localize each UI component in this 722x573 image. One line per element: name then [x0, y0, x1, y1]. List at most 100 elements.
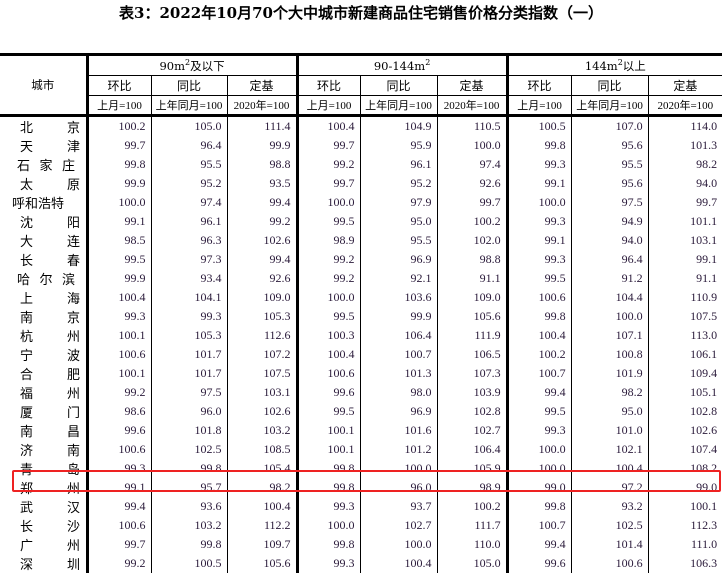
index-value: 113.0 [648, 326, 722, 345]
index-value: 105.6 [437, 307, 507, 326]
index-value: 100.0 [87, 193, 151, 212]
index-value: 93.6 [151, 497, 227, 516]
metric-header: 环比 [87, 76, 151, 96]
index-value: 105.3 [227, 307, 297, 326]
index-value: 91.1 [648, 269, 722, 288]
index-value: 106.1 [648, 345, 722, 364]
index-value: 99.8 [507, 497, 571, 516]
index-value: 100.1 [297, 421, 360, 440]
city-label: 南昌 [20, 421, 80, 440]
city-name: 太原 [0, 174, 87, 193]
index-value: 99.8 [151, 535, 227, 554]
index-value: 105.0 [151, 116, 227, 137]
index-value: 101.8 [151, 421, 227, 440]
index-value: 102.7 [437, 421, 507, 440]
index-value: 99.8 [151, 459, 227, 478]
index-value: 107.3 [437, 364, 507, 383]
index-value: 99.1 [87, 212, 151, 231]
index-value: 93.4 [151, 269, 227, 288]
index-value: 98.9 [297, 231, 360, 250]
index-value: 96.0 [360, 478, 437, 497]
index-value: 100.5 [507, 116, 571, 137]
index-value: 99.4 [507, 383, 571, 402]
index-value: 101.0 [571, 421, 648, 440]
index-value: 100.1 [297, 440, 360, 459]
index-value: 97.4 [437, 155, 507, 174]
city-label: 南京 [20, 307, 80, 326]
index-value: 101.4 [571, 535, 648, 554]
group-suffix: 及以下 [190, 59, 225, 73]
index-value: 100.0 [297, 193, 360, 212]
index-value: 100.2 [87, 116, 151, 137]
city-name: 南昌 [0, 421, 87, 440]
index-value: 99.9 [87, 174, 151, 193]
index-value: 109.4 [648, 364, 722, 383]
city-label: 长沙 [20, 516, 80, 535]
index-value: 99.3 [507, 421, 571, 440]
index-value: 99.8 [87, 155, 151, 174]
index-value: 100.1 [87, 326, 151, 345]
index-value: 99.8 [507, 136, 571, 155]
index-value: 99.7 [87, 535, 151, 554]
index-value: 99.5 [507, 402, 571, 421]
index-value: 95.5 [360, 231, 437, 250]
index-value: 95.6 [571, 136, 648, 155]
index-value: 91.1 [437, 269, 507, 288]
index-value: 97.2 [571, 478, 648, 497]
index-value: 100.4 [297, 345, 360, 364]
city-name: 大连 [0, 231, 87, 250]
index-value: 99.4 [507, 535, 571, 554]
index-value: 107.2 [227, 345, 297, 364]
index-value: 96.3 [151, 231, 227, 250]
city-label: 郑州 [20, 478, 80, 497]
city-label: 青岛 [20, 459, 80, 478]
index-value: 100.0 [571, 307, 648, 326]
index-value: 103.1 [227, 383, 297, 402]
index-value: 97.5 [151, 383, 227, 402]
index-value: 114.0 [648, 116, 722, 137]
city-label: 深圳 [20, 554, 80, 573]
index-value: 100.1 [87, 364, 151, 383]
index-value: 99.5 [87, 250, 151, 269]
base-header: 上年同月=100 [571, 96, 648, 116]
index-value: 101.9 [571, 364, 648, 383]
group-sup: 2 [425, 58, 430, 67]
index-value: 100.6 [297, 364, 360, 383]
base-header: 2020年=100 [437, 96, 507, 116]
index-value: 99.5 [297, 402, 360, 421]
index-value: 105.3 [151, 326, 227, 345]
index-value: 106.5 [437, 345, 507, 364]
index-value: 103.6 [360, 288, 437, 307]
index-value: 95.5 [151, 155, 227, 174]
index-value: 99.2 [297, 250, 360, 269]
index-value: 104.1 [151, 288, 227, 307]
index-value: 100.6 [571, 554, 648, 573]
index-value: 97.4 [151, 193, 227, 212]
city-label: 宁波 [20, 345, 80, 364]
index-value: 99.7 [87, 136, 151, 155]
index-value: 93.7 [360, 497, 437, 516]
index-value: 103.1 [648, 231, 722, 250]
index-value: 100.8 [571, 345, 648, 364]
city-name: 哈尔滨 [0, 269, 87, 288]
city-name: 杭州 [0, 326, 87, 345]
index-value: 99.2 [297, 269, 360, 288]
index-value: 100.3 [297, 326, 360, 345]
index-value: 98.8 [227, 155, 297, 174]
city-name: 济南 [0, 440, 87, 459]
group-suffix: 以上 [623, 59, 646, 73]
city-name: 青岛 [0, 459, 87, 478]
index-value: 100.4 [297, 116, 360, 137]
index-value: 100.0 [437, 136, 507, 155]
index-value: 99.6 [507, 554, 571, 573]
index-value: 93.5 [227, 174, 297, 193]
